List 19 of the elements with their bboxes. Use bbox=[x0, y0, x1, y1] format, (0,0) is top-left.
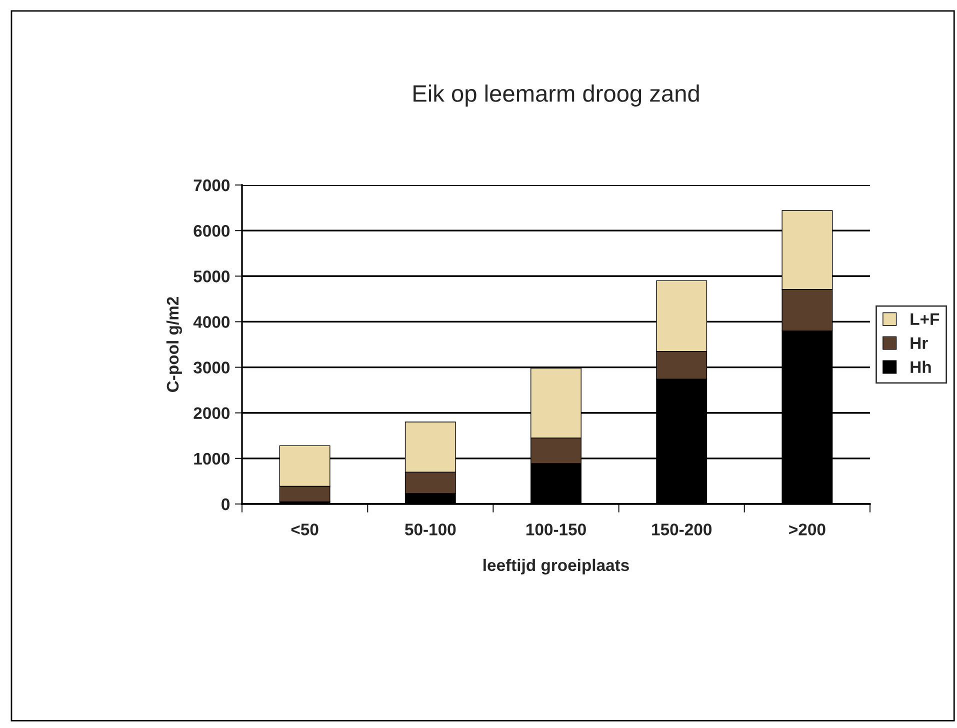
x-axis-title: leeftijd groeiplaats bbox=[484, 558, 629, 574]
x-tick-label: 150-200 bbox=[652, 524, 712, 536]
y-tick-label: 7000 bbox=[194, 179, 230, 192]
y-tick-label: 3000 bbox=[194, 362, 230, 374]
chart-title: Eik op leemarm droog zand bbox=[414, 84, 699, 107]
y-tick-label: 1000 bbox=[194, 452, 230, 465]
x-tick-label: 50-100 bbox=[404, 524, 456, 536]
legend-label: Hr bbox=[910, 337, 928, 349]
legend-label: Hh bbox=[910, 360, 931, 373]
y-tick-label: 4000 bbox=[193, 316, 230, 328]
y-tick-label: 6000 bbox=[194, 224, 230, 237]
y-tick-label: 0 bbox=[222, 498, 230, 510]
x-tick-label: 100-150 bbox=[526, 524, 586, 536]
x-tick-label: <50 bbox=[291, 524, 318, 536]
y-axis-title: C-pool g/m2 bbox=[166, 297, 182, 392]
legend-label: L+F bbox=[910, 313, 940, 325]
y-tick-label: 5000 bbox=[194, 270, 230, 282]
y-tick-label: 2000 bbox=[194, 407, 230, 420]
x-tick-label: >200 bbox=[789, 524, 826, 536]
